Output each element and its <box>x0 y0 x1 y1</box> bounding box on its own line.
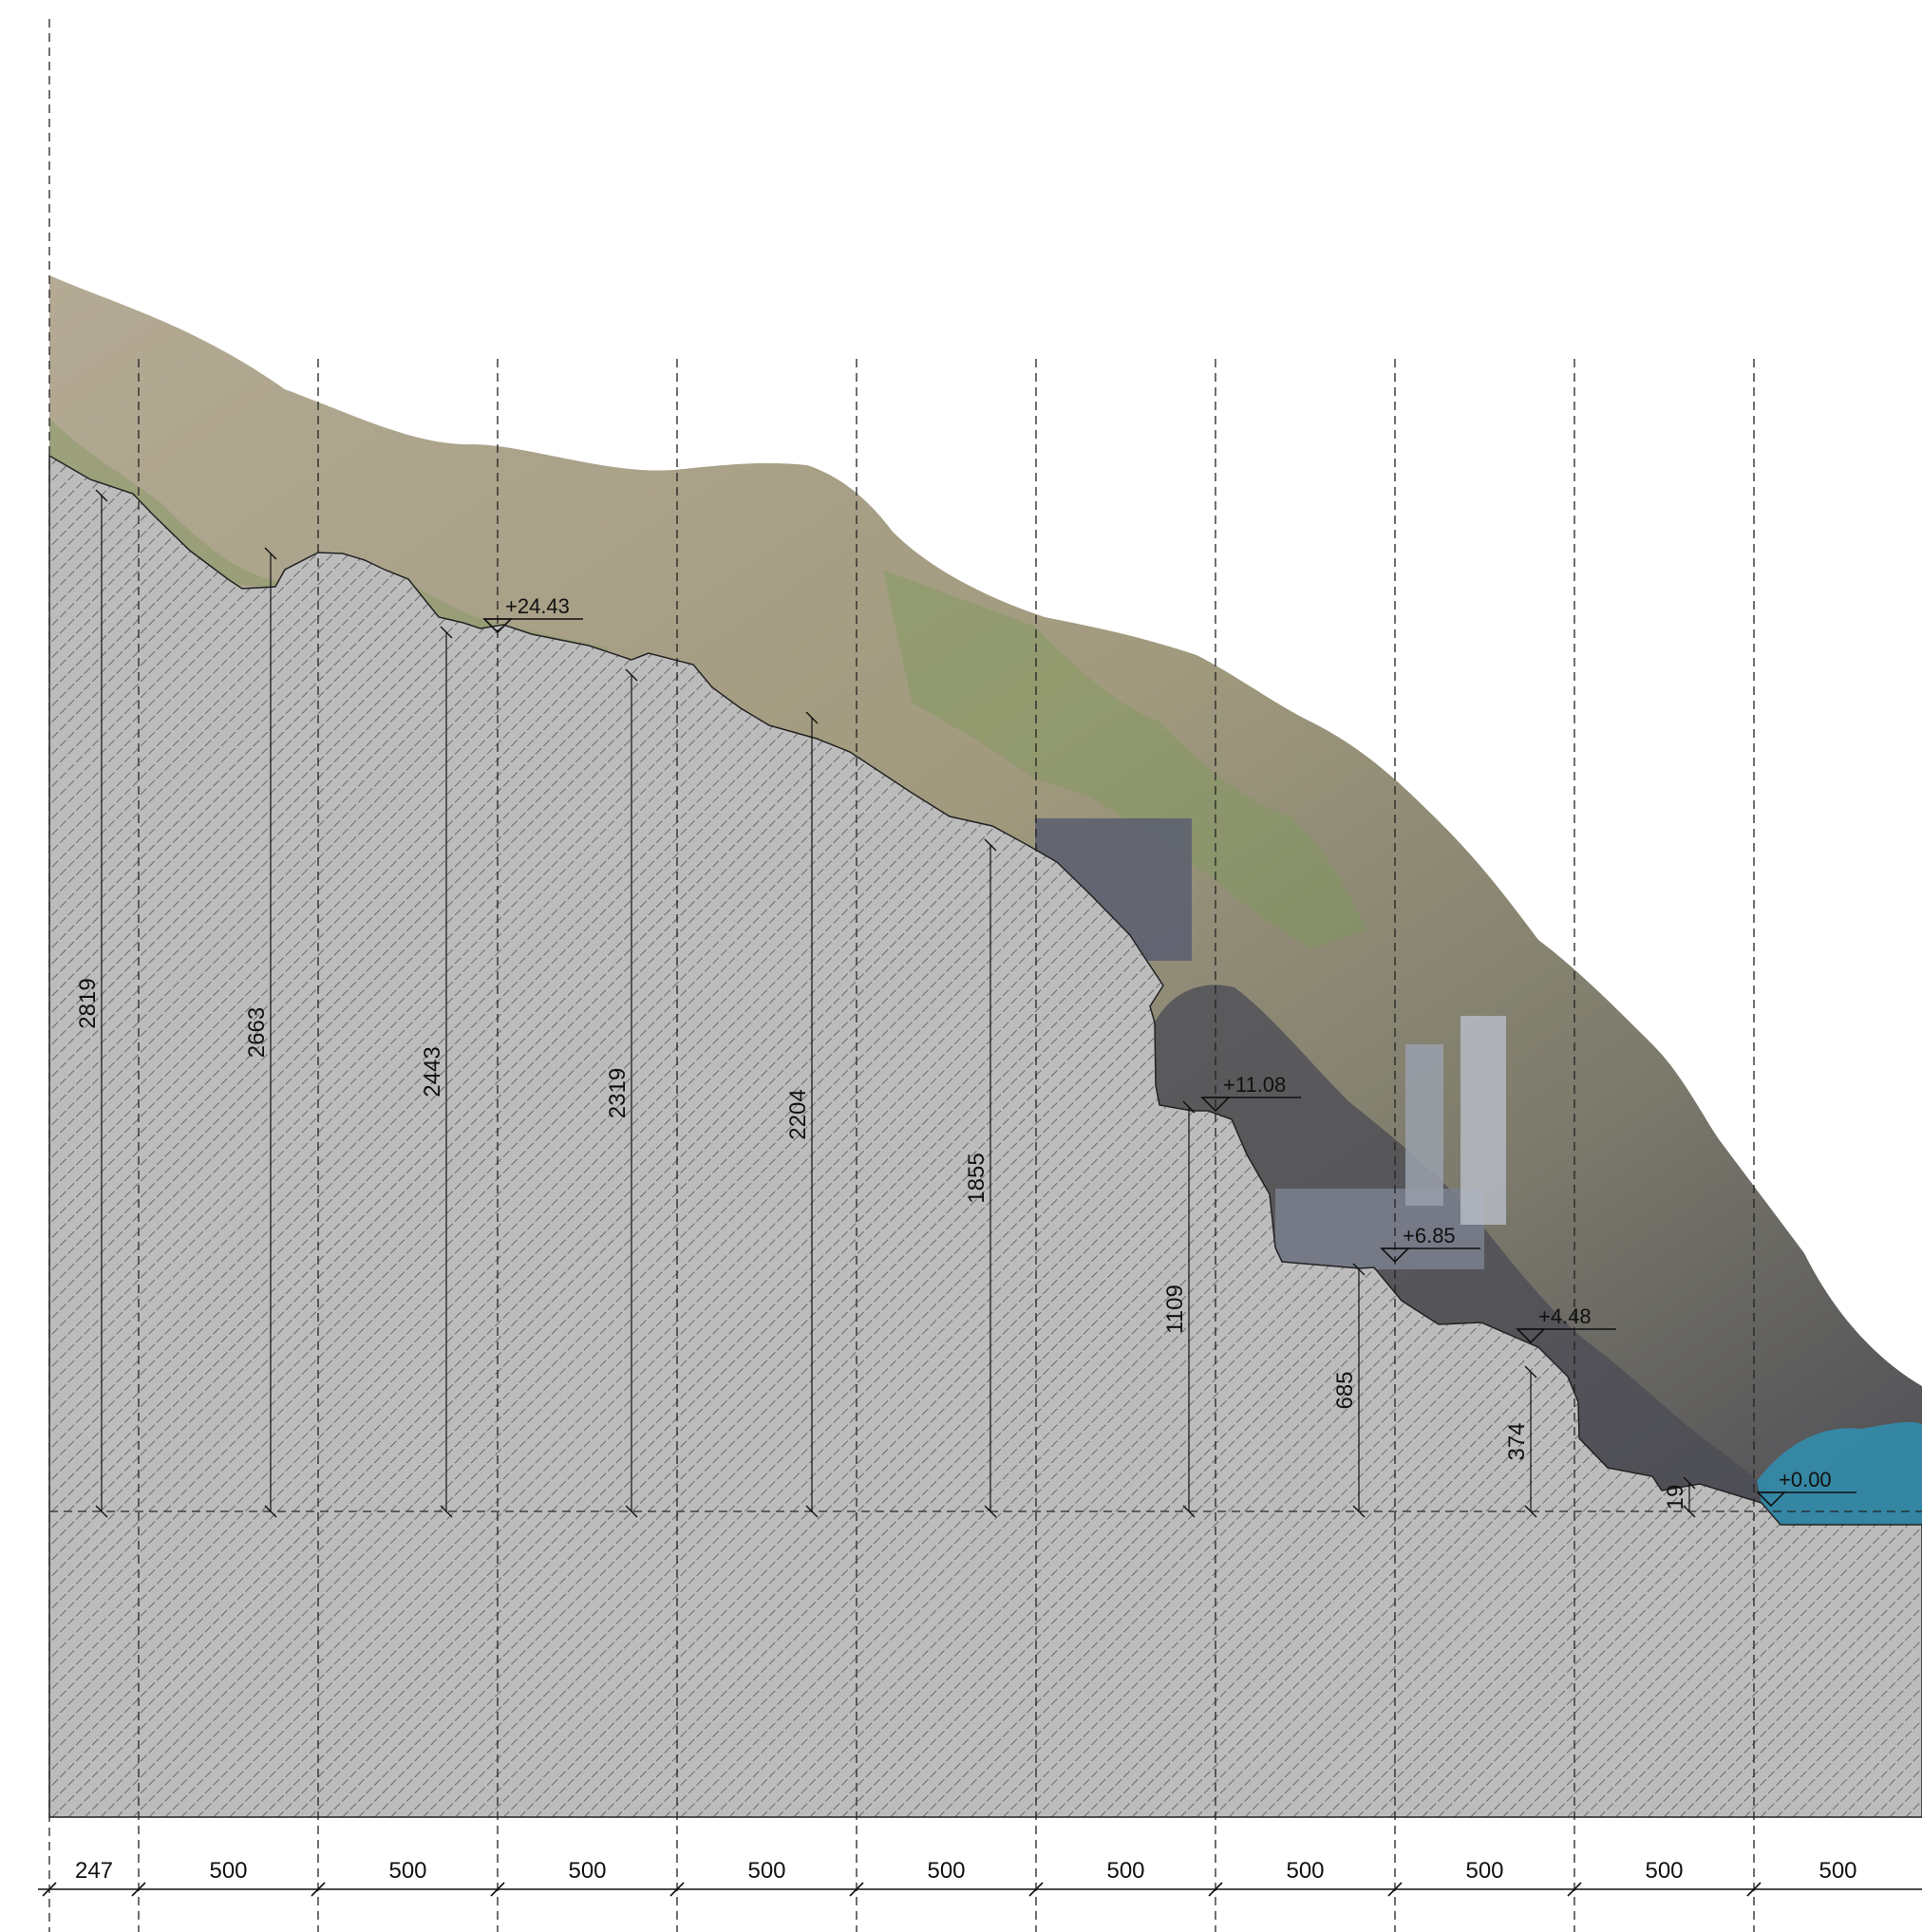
dimension-tick <box>440 626 453 639</box>
dimension-tick <box>1352 1263 1366 1276</box>
spacing-dimension-label: 500 <box>1818 1858 1856 1884</box>
dimension-tick <box>1182 1505 1196 1518</box>
spacing-dimension-label: 500 <box>1286 1858 1324 1884</box>
dimension-tick <box>131 1882 146 1897</box>
dimension-tick <box>805 711 819 724</box>
height-dimension-label: 374 <box>1504 1422 1530 1460</box>
dimension-tick <box>490 1882 505 1897</box>
height-dimension-label: 19 <box>1663 1485 1688 1510</box>
dimension-tick <box>1182 1100 1196 1114</box>
spacing-dimension-label: 500 <box>209 1858 247 1884</box>
dimension-tick <box>625 668 638 682</box>
dimension-tick <box>1208 1882 1223 1897</box>
spacing-dimension-label: 500 <box>1106 1858 1144 1884</box>
height-dimension-label: 2663 <box>244 1007 270 1058</box>
dimension-tick <box>311 1882 326 1897</box>
dimension-tick <box>1683 1505 1696 1518</box>
ground-cut-section <box>48 454 1922 1818</box>
dimension-tick <box>1746 1882 1762 1897</box>
spacing-dimensions: 247 500 500 500 500 500 500 500 500 500 500 <box>38 1858 1922 1897</box>
level-label: +11.08 <box>1223 1073 1286 1097</box>
level-markers: +24.43 +11.08 +6.85 +4.48 +0.00 <box>482 594 1856 1508</box>
dimension-tick <box>1387 1882 1403 1897</box>
grid-axes <box>48 19 1755 1932</box>
concrete-block <box>1275 1189 1484 1269</box>
height-dimension-label: 2443 <box>420 1046 445 1097</box>
dimension-tick <box>669 1882 685 1897</box>
spacing-dimension-label: 500 <box>747 1858 785 1884</box>
dimension-tick <box>264 1505 277 1518</box>
dimension-tick <box>625 1505 638 1518</box>
dimension-tick <box>1683 1476 1696 1490</box>
level-label: +0.00 <box>1779 1468 1832 1491</box>
level-label: +24.43 <box>505 594 570 618</box>
dimension-tick <box>984 1505 997 1518</box>
dimension-tick <box>42 1882 57 1897</box>
dimension-tick <box>95 489 108 502</box>
height-dimension-label: 1855 <box>964 1153 989 1203</box>
dimension-tick <box>1567 1882 1582 1897</box>
vegetation-patch <box>883 570 1367 949</box>
height-dimension-label: 1109 <box>1162 1285 1188 1334</box>
dimension-tick <box>440 1505 453 1518</box>
spacing-dimension-label: 247 <box>75 1858 113 1884</box>
spacing-dimension-label: 500 <box>1645 1858 1683 1884</box>
spacing-dimension-label: 500 <box>927 1858 965 1884</box>
dimension-tick <box>984 838 997 852</box>
height-dimension-label: 2819 <box>75 978 101 1028</box>
dimension-tick <box>264 547 277 560</box>
water-surface <box>1757 1421 1922 1525</box>
dimension-tick <box>849 1882 864 1897</box>
level-label: +4.48 <box>1538 1304 1592 1328</box>
spacing-dimension-label: 500 <box>568 1858 606 1884</box>
height-dimension-label: 2319 <box>605 1068 631 1118</box>
height-dimensions: 2819 2663 2443 2319 2204 1855 1109 685 374 19 <box>75 489 1696 1518</box>
spacing-dimension-label: 500 <box>1465 1858 1503 1884</box>
dimension-tick <box>1352 1505 1366 1518</box>
dimension-tick <box>805 1505 819 1518</box>
dimension-tick <box>1028 1882 1044 1897</box>
spacing-dimension-label: 500 <box>388 1858 426 1884</box>
wall-pier <box>1460 1016 1506 1225</box>
dimension-tick <box>1524 1505 1537 1518</box>
height-dimension-label: 685 <box>1332 1371 1358 1409</box>
dimension-tick <box>1524 1365 1537 1379</box>
level-label: +6.85 <box>1403 1224 1456 1247</box>
wall-pier <box>1405 1044 1443 1206</box>
height-dimension-label: 2204 <box>785 1089 811 1139</box>
dimension-tick <box>95 1505 108 1518</box>
